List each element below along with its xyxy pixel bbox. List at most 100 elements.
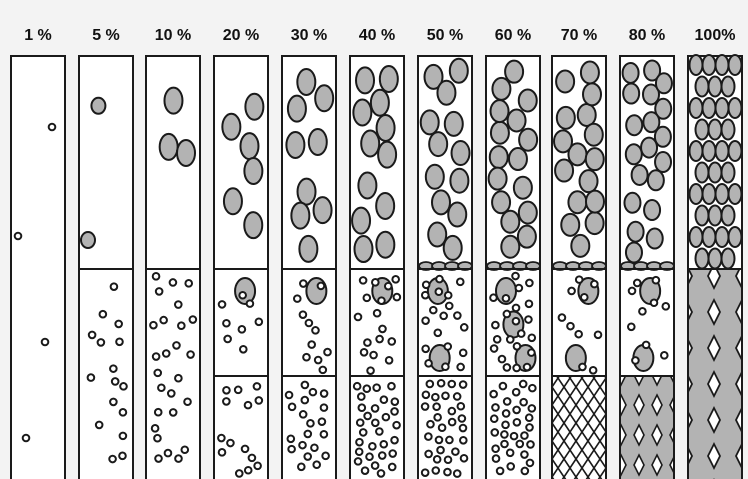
fine-particle xyxy=(500,439,509,449)
fine-particle xyxy=(527,348,536,357)
fine-particle xyxy=(161,349,171,358)
fine-particle xyxy=(387,462,397,472)
fine-particle xyxy=(109,364,118,373)
fine-particle xyxy=(520,466,530,476)
fine-particle xyxy=(459,453,469,463)
coarse-particle xyxy=(491,190,512,215)
fine-particle xyxy=(98,309,108,319)
fine-particle xyxy=(458,380,468,389)
fine-particle xyxy=(443,455,453,465)
fine-particle xyxy=(183,397,192,407)
coarse-particle xyxy=(80,231,97,250)
coarse-particle xyxy=(450,140,471,167)
coarse-particle xyxy=(158,132,179,161)
coarse-particle xyxy=(654,97,673,120)
concentration-label: 5 % xyxy=(92,27,120,44)
fine-particle xyxy=(323,347,332,357)
fine-particle xyxy=(254,396,264,405)
fine-particle xyxy=(381,412,391,422)
coarse-particle xyxy=(352,98,373,127)
fine-particle xyxy=(243,465,253,475)
fine-particle xyxy=(567,286,576,296)
fine-particle xyxy=(287,402,297,412)
coarse-particle xyxy=(307,128,328,157)
coarse-particle xyxy=(378,64,399,93)
fine-particle xyxy=(512,417,522,427)
fine-particle xyxy=(114,319,123,329)
fine-particle xyxy=(420,468,430,477)
fine-particle xyxy=(511,303,521,313)
fine-particle xyxy=(526,440,535,449)
fine-particle xyxy=(86,373,96,382)
fine-particle xyxy=(432,402,441,412)
fine-particle xyxy=(520,431,529,440)
coarse-particle xyxy=(701,97,717,119)
coarse-particle xyxy=(646,169,665,192)
fine-particle xyxy=(353,457,363,466)
concentration-label: 70 % xyxy=(561,27,597,44)
fine-particle xyxy=(307,340,316,349)
fine-particle xyxy=(316,281,326,291)
fine-particle xyxy=(379,439,389,449)
fine-particle xyxy=(489,344,499,353)
coarse-particle xyxy=(714,183,730,205)
coarse-particle xyxy=(694,247,710,270)
coarse-particle xyxy=(584,147,605,172)
fine-particle xyxy=(627,286,637,296)
fine-particle xyxy=(319,429,329,439)
coarse-particle xyxy=(583,122,604,147)
coarse-particle xyxy=(500,234,521,259)
fine-particle xyxy=(452,392,462,401)
coarse-particle xyxy=(576,102,597,127)
fine-particle xyxy=(489,389,498,399)
fine-particle xyxy=(502,397,512,406)
coarse-particle xyxy=(377,140,398,169)
coarse-particle xyxy=(221,112,242,141)
fine-particle xyxy=(233,385,243,395)
fine-particle xyxy=(180,445,190,455)
fine-particle xyxy=(222,318,231,328)
coarse-particle xyxy=(449,167,470,194)
column-10: 80 % xyxy=(619,27,675,479)
coarse-particle xyxy=(553,129,574,154)
fine-particle xyxy=(110,377,120,386)
coarse-particle xyxy=(727,97,743,119)
coarse-particle xyxy=(624,241,643,264)
fine-particle xyxy=(421,344,430,354)
fine-particle xyxy=(638,307,647,316)
fine-particle xyxy=(441,391,450,401)
fine-particle xyxy=(439,311,448,321)
column-9: 70 % xyxy=(551,27,607,479)
coarse-particle xyxy=(163,86,184,115)
coarse-particle xyxy=(355,66,376,95)
fine-particle xyxy=(392,292,402,302)
fine-particle xyxy=(433,328,443,338)
coarse-particle xyxy=(442,234,463,261)
fine-particle xyxy=(287,444,296,454)
fine-particle xyxy=(451,447,460,456)
coarse-particle xyxy=(222,187,243,216)
coarse-particle xyxy=(423,63,444,90)
fine-particle xyxy=(118,431,128,441)
fine-particle xyxy=(447,417,457,427)
fine-particle xyxy=(387,337,397,346)
concentration-label: 30 % xyxy=(291,27,327,44)
fine-particle xyxy=(445,435,454,445)
coarse-particle xyxy=(688,226,704,248)
coarse-particle xyxy=(427,221,448,248)
fine-particle xyxy=(87,330,97,340)
fine-particle xyxy=(234,469,244,478)
fine-particle xyxy=(375,334,384,344)
coarse-particle xyxy=(504,59,525,84)
fine-particle xyxy=(174,373,183,383)
fine-particle xyxy=(511,316,521,326)
coarse-particle xyxy=(701,226,717,248)
fine-particle xyxy=(355,418,365,427)
coarse-particle xyxy=(430,189,451,216)
fine-particle xyxy=(384,356,394,365)
fine-particle xyxy=(512,405,521,415)
fine-particle xyxy=(525,458,535,468)
fine-particle xyxy=(360,466,370,475)
coarse-particle xyxy=(239,132,260,161)
